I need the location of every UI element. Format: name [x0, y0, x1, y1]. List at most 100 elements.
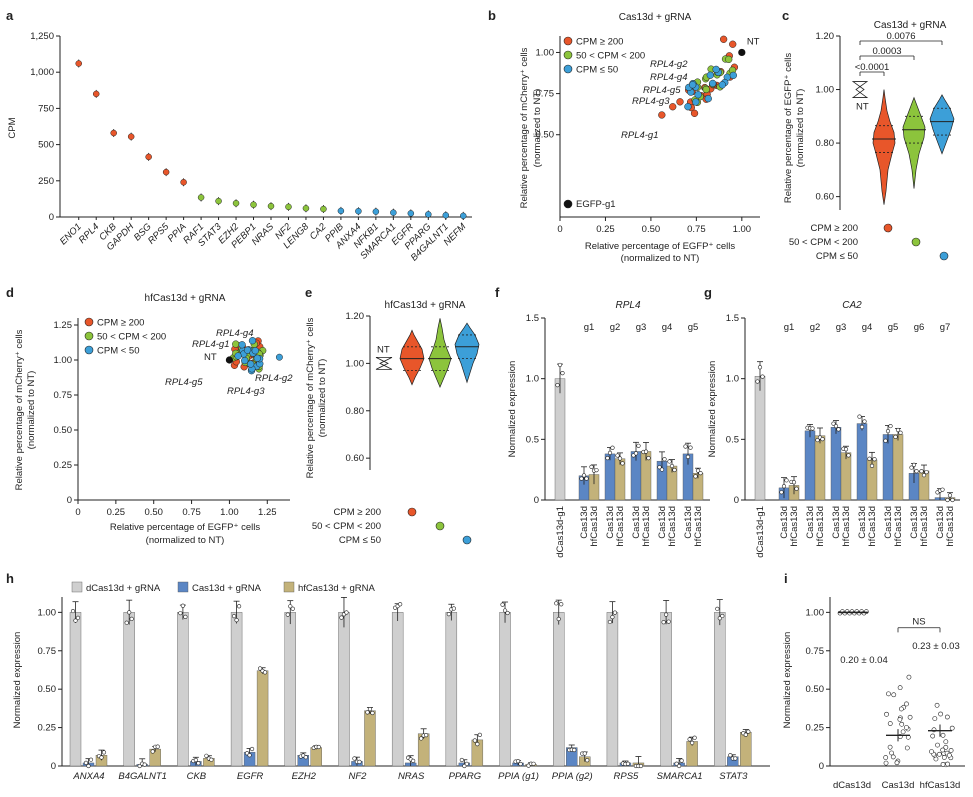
c-y-axis-label-2: (normalized to NT)	[795, 89, 806, 168]
g-replicate	[940, 487, 945, 492]
h-replicate	[88, 757, 94, 762]
h-replicate	[411, 758, 416, 763]
b-data-point	[689, 81, 697, 89]
h-replicate	[515, 759, 521, 764]
f-replicate	[581, 473, 587, 478]
i-replicate	[936, 751, 942, 757]
g-replicate	[862, 419, 867, 424]
g-x-tick-label: Cas13d	[857, 506, 868, 539]
h-y-tick-label: 1.00	[38, 607, 57, 618]
h-replicate	[451, 606, 456, 611]
d-data-point	[247, 360, 255, 368]
g-x-tick-label: Cas13d	[831, 506, 842, 539]
h-replicate	[231, 614, 237, 619]
a-data-point	[372, 208, 380, 215]
f-replicate	[672, 467, 677, 473]
b-data-point	[676, 98, 684, 106]
f-replicate	[615, 453, 620, 458]
h-legend-label: dCas13d + gRNA	[86, 583, 161, 594]
b-data-point	[704, 95, 712, 103]
g-replicate	[898, 430, 903, 435]
h-x-tick-label: ANXA4	[72, 771, 104, 782]
h-replicate	[690, 740, 695, 745]
h-replicate	[472, 738, 477, 743]
h-x-tick-label: RPS5	[614, 771, 640, 782]
d-x-axis-label: Relative percentage of EGFP⁺ cells	[110, 522, 260, 533]
h-replicate	[75, 615, 81, 620]
c-y-tick-label: 0.60	[816, 192, 835, 203]
f-replicate	[636, 443, 641, 448]
f-y-tick-label: 0	[534, 495, 539, 506]
h-replicate	[204, 753, 209, 758]
h-x-tick-label: PPIA (g1)	[498, 771, 539, 782]
b-annotation: RPL4-g5	[643, 85, 681, 96]
h-x-tick-label: SMARCA1	[657, 771, 703, 782]
f-replicate	[646, 456, 651, 461]
h-replicate	[692, 735, 697, 740]
h-replicate	[339, 615, 344, 620]
f-replicate	[633, 451, 639, 456]
g-x-tick-label: hfCas13d	[945, 506, 956, 547]
h-replicate	[262, 670, 268, 675]
f-replicate	[688, 445, 693, 450]
i-replicate	[949, 725, 955, 731]
g-replicate	[911, 462, 917, 467]
h-replicate	[475, 741, 480, 747]
b-x-tick-label: 0.25	[596, 224, 615, 235]
a-data-point	[267, 202, 275, 210]
b-legend-marker	[563, 64, 573, 74]
g-bar	[814, 435, 826, 501]
g-replicate	[820, 437, 825, 442]
f-y-axis-label: Normalized expression	[507, 361, 518, 458]
g-x-tick-label: hfCas13d	[841, 506, 852, 547]
g-replicate	[794, 486, 799, 491]
f-bar	[604, 453, 616, 501]
h-legend-label: Cas13d + gRNA	[192, 583, 262, 594]
i-replicate	[899, 721, 905, 727]
h-replicate	[209, 757, 214, 762]
g-replicate	[919, 469, 924, 474]
f-guide-label: g2	[610, 322, 621, 333]
i-replicate	[904, 701, 909, 707]
i-replicate	[940, 761, 946, 767]
panel-label-c: c	[782, 8, 789, 23]
b-data-point	[729, 71, 737, 80]
g-replicate	[784, 478, 789, 483]
g-replicate	[869, 463, 875, 469]
h-x-tick-label: EGFR	[237, 771, 264, 782]
a-y-axis-label: CPM	[7, 117, 18, 138]
d-annotation: RPL4-g2	[255, 373, 293, 384]
f-replicate	[607, 450, 613, 455]
f-x-tick-label: hfCas13d	[589, 506, 600, 547]
g-replicate	[893, 434, 898, 439]
h-x-tick-label: STAT3	[719, 771, 748, 782]
h-replicate	[572, 747, 577, 753]
e-y-axis-label: Relative percentage of mCherry⁺ cells	[305, 317, 316, 478]
g-replicate	[950, 497, 955, 503]
b-data-point	[658, 111, 666, 119]
f-x-tick-label: Cas13d	[631, 506, 642, 539]
h-replicate	[70, 608, 76, 614]
h-replicate	[556, 616, 561, 622]
i-replicate	[907, 714, 913, 720]
h-replicate	[679, 758, 684, 763]
a-y-tick-label: 1,000	[30, 67, 54, 78]
a-data-point	[337, 207, 345, 215]
panel-label-i: i	[784, 571, 788, 586]
h-replicate	[370, 710, 375, 716]
b-nt-point	[738, 48, 746, 57]
h-x-tick-label: PPIA (g2)	[552, 771, 593, 782]
h-replicate	[142, 762, 147, 767]
g-y-tick-label: 1.0	[726, 374, 739, 385]
h-replicate	[717, 616, 722, 621]
d-legend-marker	[84, 317, 94, 327]
d-y-tick-label: 0	[67, 495, 72, 506]
f-replicate	[620, 461, 625, 466]
b-y-tick-label: 0.50	[536, 130, 555, 141]
g-x-tick-label: hfCas13d	[893, 506, 904, 547]
g-bar	[804, 430, 816, 501]
d-legend-label: CPM < 50	[97, 346, 140, 357]
f-replicate	[667, 459, 672, 464]
h-replicate	[505, 610, 510, 616]
